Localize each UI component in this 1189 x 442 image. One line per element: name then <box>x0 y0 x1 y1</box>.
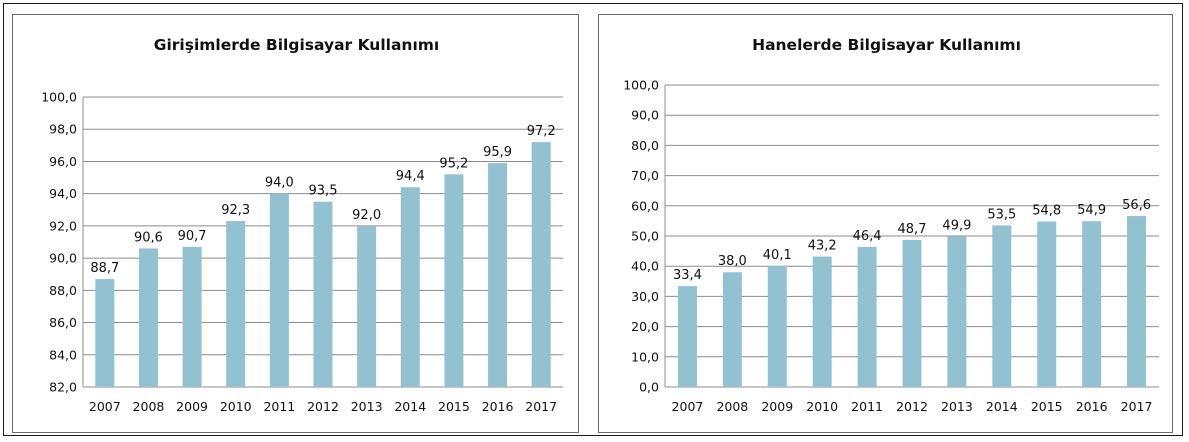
bar <box>902 239 922 387</box>
y-tick-label: 82,0 <box>49 380 77 395</box>
x-tick-label: 2011 <box>851 399 883 414</box>
data-label: 43,2 <box>808 239 837 254</box>
bar <box>947 236 967 387</box>
y-tick-label: 100,0 <box>623 78 659 93</box>
data-label: 48,7 <box>898 222 927 237</box>
bar <box>269 193 289 387</box>
chart-households-computer-use: Hanelerde Bilgisayar Kullanımı 0,0 10,0 20,… <box>623 36 1159 414</box>
data-label: 88,7 <box>90 261 119 276</box>
x-tick-label: 2010 <box>806 399 838 414</box>
y-tick-label: 90,0 <box>631 108 659 123</box>
data-label: 49,9 <box>942 218 971 233</box>
data-label: 95,9 <box>483 145 512 160</box>
bar <box>1127 216 1147 387</box>
data-label: 40,1 <box>763 248 792 263</box>
bar <box>857 246 877 387</box>
y-tick-label: 100,0 <box>41 90 77 105</box>
data-label: 56,6 <box>1122 198 1151 213</box>
x-tick-label: 2011 <box>263 399 295 414</box>
x-tick-label: 2009 <box>761 399 793 414</box>
y-tick-label: 20,0 <box>631 319 659 334</box>
x-tick-label: 2008 <box>133 399 165 414</box>
x-tick-label: 2015 <box>438 399 470 414</box>
bar <box>812 256 832 387</box>
chart-enterprises-computer-use: Girişimlerde Bilgisayar Kullanımı 82,0 84,… <box>41 36 563 414</box>
chart-title: Girişimlerde Bilgisayar Kullanımı <box>154 36 440 54</box>
data-label: 53,5 <box>987 207 1016 222</box>
bar <box>95 279 115 387</box>
bar <box>400 187 420 387</box>
bar <box>226 221 246 387</box>
y-tick-label: 70,0 <box>631 168 659 183</box>
bar <box>488 163 508 387</box>
bar <box>722 272 742 387</box>
x-tick-label: 2017 <box>525 399 557 414</box>
x-tick-label: 2009 <box>176 399 208 414</box>
x-tick-label: 2017 <box>1121 399 1153 414</box>
y-tick-label: 40,0 <box>631 259 659 274</box>
data-label: 92,3 <box>221 203 250 218</box>
data-label: 95,2 <box>439 156 468 171</box>
data-label: 54,9 <box>1077 203 1106 218</box>
bar <box>1082 221 1102 387</box>
y-tick-label: 98,0 <box>49 122 77 137</box>
data-label: 94,0 <box>265 176 294 191</box>
y-tick-label: 96,0 <box>49 154 77 169</box>
x-tick-label: 2007 <box>89 399 121 414</box>
x-tick-label: 2013 <box>941 399 973 414</box>
chart-panel-households: Hanelerde Bilgisayar Kullanımı 0,0 10,0 20,… <box>598 14 1173 433</box>
x-tick-label: 2012 <box>307 399 339 414</box>
data-label: 97,2 <box>527 124 556 139</box>
y-tick-label: 80,0 <box>631 138 659 153</box>
x-tick-label: 2014 <box>394 399 426 414</box>
bar <box>992 225 1012 387</box>
x-tick-label: 2013 <box>351 399 383 414</box>
x-tick-label: 2016 <box>482 399 514 414</box>
x-tick-label: 2014 <box>986 399 1018 414</box>
data-label: 94,4 <box>396 169 425 184</box>
bar <box>182 246 202 387</box>
data-label: 46,4 <box>853 229 882 244</box>
x-tick-label: 2015 <box>1031 399 1063 414</box>
y-tick-label: 86,0 <box>49 315 77 330</box>
bar <box>357 225 377 387</box>
y-tick-label: 90,0 <box>49 251 77 266</box>
bar <box>1037 221 1057 387</box>
y-tick-label: 60,0 <box>631 198 659 213</box>
bar <box>138 248 158 387</box>
figure-frame: Girişimlerde Bilgisayar Kullanımı 82,0 84,… <box>3 3 1183 436</box>
bar <box>444 174 464 387</box>
y-tick-label: 10,0 <box>631 349 659 364</box>
y-tick-label: 94,0 <box>49 186 77 201</box>
y-tick-label: 30,0 <box>631 289 659 304</box>
y-tick-label: 92,0 <box>49 218 77 233</box>
data-label: 54,8 <box>1032 204 1061 219</box>
x-tick-label: 2007 <box>672 399 704 414</box>
y-tick-label: 84,0 <box>49 347 77 362</box>
data-label: 92,0 <box>352 208 381 223</box>
chart-panel-enterprises: Girişimlerde Bilgisayar Kullanımı 82,0 84,… <box>12 14 579 433</box>
x-tick-label: 2016 <box>1076 399 1108 414</box>
x-tick-label: 2010 <box>220 399 252 414</box>
data-label: 90,6 <box>134 230 163 245</box>
y-tick-label: 50,0 <box>631 229 659 244</box>
y-tick-label: 0,0 <box>639 380 659 395</box>
data-label: 38,0 <box>718 254 747 269</box>
bar <box>767 265 787 387</box>
data-label: 93,5 <box>309 184 338 199</box>
chart-title: Hanelerde Bilgisayar Kullanımı <box>752 36 1021 54</box>
x-tick-label: 2008 <box>716 399 748 414</box>
x-tick-label: 2012 <box>896 399 928 414</box>
bar <box>677 286 697 387</box>
y-tick-label: 88,0 <box>49 283 77 298</box>
data-label: 33,4 <box>673 268 702 283</box>
bar <box>531 142 551 387</box>
bar <box>313 201 333 387</box>
data-label: 90,7 <box>178 229 207 244</box>
